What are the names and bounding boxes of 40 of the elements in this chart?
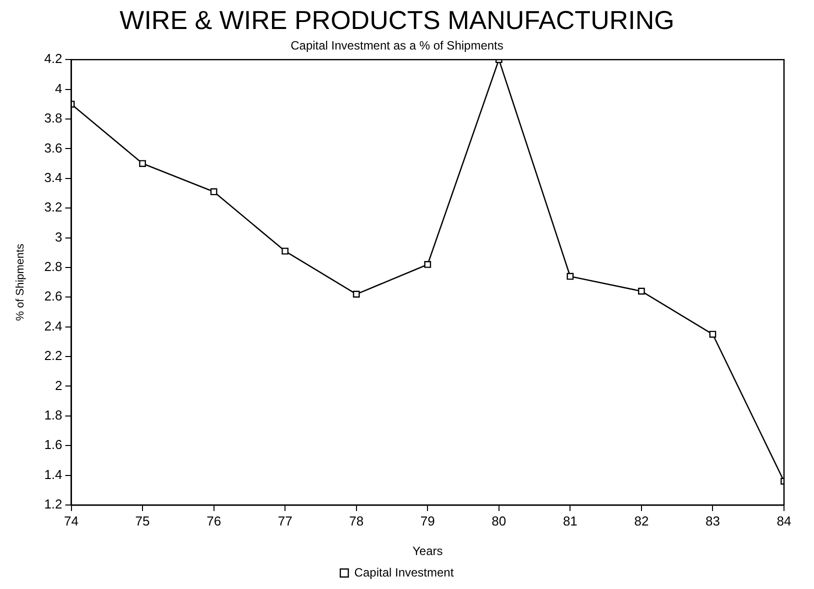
point [282, 248, 289, 255]
y-tick-label: 3.4 [44, 170, 62, 185]
y-tick-label: 3.2 [44, 200, 62, 215]
point [709, 330, 716, 338]
y-tick-label: 3.8 [44, 110, 62, 126]
point [352, 290, 360, 298]
y-tick-label: 4 [55, 80, 62, 96]
x-tick-label: 83 [705, 513, 720, 528]
x-tick-label: 76 [206, 513, 222, 528]
x-tick-label: 82 [634, 513, 649, 528]
y-tick-label: 1.4 [44, 466, 62, 482]
x-tick-label: 80 [492, 513, 506, 528]
chart-title: WIRE & WIRE PRODUCTS MANUFACTURING [120, 4, 674, 35]
y-tick-label: 2.2 [44, 348, 62, 364]
chart-subtitle: Capital Investment as a % of Shipments [290, 38, 504, 53]
y-axis-title: % of Shipments [14, 243, 27, 321]
x-tick-label: 74 [64, 513, 79, 528]
x-axis-title: Years [412, 544, 443, 558]
point [566, 272, 574, 280]
x-tick-label: 75 [135, 513, 150, 528]
x-tick-label: 77 [278, 513, 292, 528]
y-tick-label: 3.6 [44, 140, 62, 156]
point [210, 188, 218, 196]
y-tick-label: 4.2 [44, 51, 62, 66]
y-tick-label: 3 [55, 229, 62, 244]
point [139, 160, 146, 167]
legend-label: Capital Investment [354, 565, 454, 580]
y-tick-label: 1.8 [44, 408, 62, 422]
y-tick-label: 2.4 [44, 318, 62, 334]
x-tick-label: 79 [420, 513, 435, 528]
point [638, 288, 645, 295]
x-tick-label: 81 [562, 513, 578, 528]
y-tick-label: 2.8 [44, 259, 62, 274]
y-tick-label: 2.6 [44, 288, 62, 304]
y-tick-label: 1.2 [44, 496, 62, 512]
point [424, 261, 432, 268]
y-tick-label: 1.6 [44, 437, 62, 452]
x-tick-label: 84 [776, 513, 792, 528]
y-tick-label: 2 [55, 378, 62, 393]
x-tick-label: 78 [349, 513, 364, 528]
